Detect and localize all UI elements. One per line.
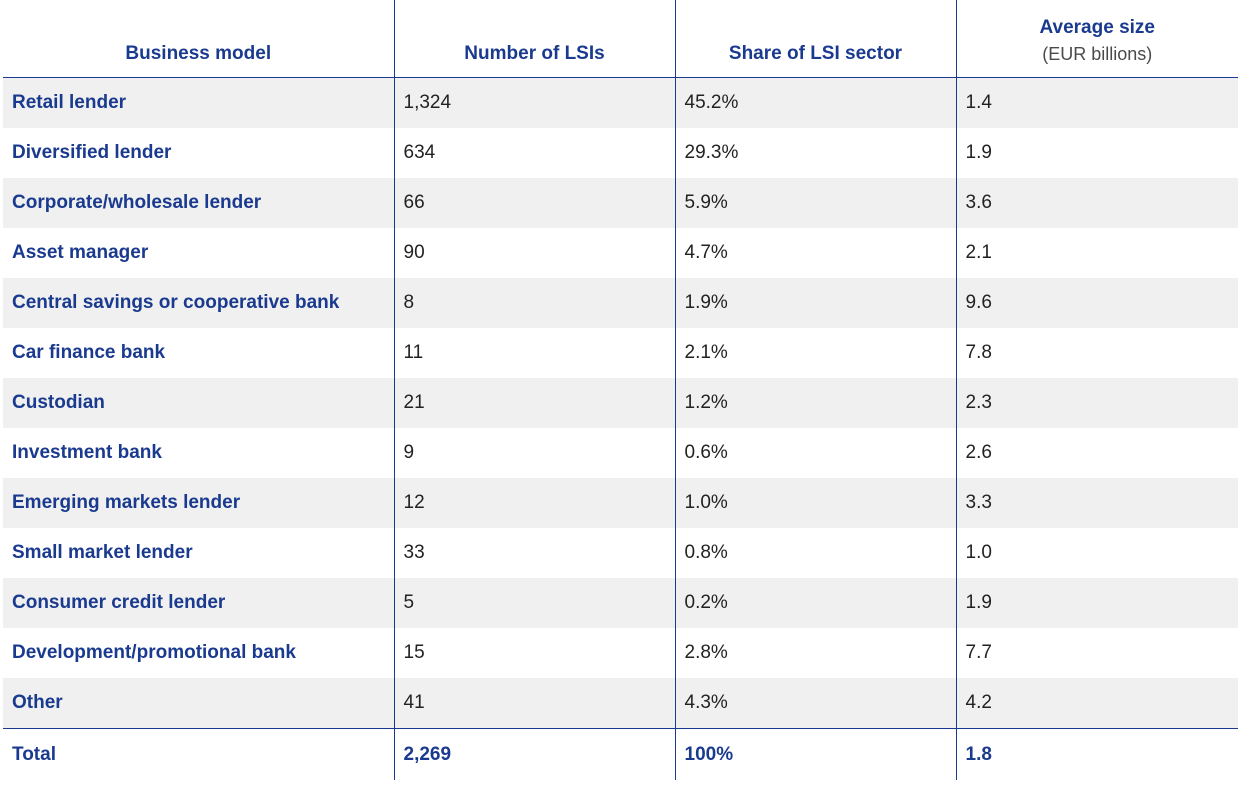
cell-average-size: 1.9 — [955, 578, 1238, 628]
cell-share-of-sector: 0.6% — [674, 428, 956, 478]
table-row: Custodian 21 1.2% 2.3 — [3, 378, 1238, 428]
cell-number-of-lsis: 9 — [393, 428, 675, 478]
header-number-of-lsis: Number of LSIs — [393, 0, 675, 78]
table-row: Central savings or cooperative bank 8 1.9%… — [3, 278, 1238, 328]
table-row: Small market lender 33 0.8% 1.0 — [3, 528, 1238, 578]
cell-average-size: 7.7 — [955, 628, 1238, 678]
cell-business-model: Investment bank — [12, 442, 162, 463]
total-average-size: 1.8 — [955, 728, 1238, 780]
table-body: Retail lender 1,324 45.2% 1.4 Diversified le… — [3, 77, 1238, 729]
cell-share-of-sector: 4.3% — [674, 678, 956, 729]
lsi-business-model-table-container: Business model Number of LSIs Share of L… — [3, 0, 1238, 780]
cell-average-size: 2.1 — [955, 228, 1238, 278]
table-row: Consumer credit lender 5 0.2% 1.9 — [3, 578, 1238, 628]
cell-share-of-sector: 5.9% — [674, 178, 956, 228]
cell-number-of-lsis: 5 — [393, 578, 675, 628]
table-header: Business model Number of LSIs Share of L… — [3, 0, 1238, 78]
cell-average-size: 3.6 — [955, 178, 1238, 228]
table-row: Corporate/wholesale lender 66 5.9% 3.6 — [3, 178, 1238, 228]
cell-average-size: 7.8 — [955, 328, 1238, 378]
cell-business-model: Small market lender — [12, 542, 193, 563]
header-number-label: Number of LSIs — [464, 43, 605, 64]
cell-number-of-lsis: 8 — [393, 278, 675, 328]
lsi-business-model-table: Business model Number of LSIs Share of L… — [3, 0, 1238, 780]
header-row: Business model Number of LSIs Share of L… — [3, 0, 1238, 78]
cell-average-size: 3.3 — [955, 478, 1238, 528]
cell-number-of-lsis: 12 — [393, 478, 675, 528]
cell-business-model: Asset manager — [12, 242, 149, 263]
cell-average-size: 1.9 — [955, 128, 1238, 178]
cell-business-model: Emerging markets lender — [3, 478, 394, 528]
table-footer: Total 2,269 100% 1.8 — [3, 728, 1238, 780]
cell-share-of-sector: 45.2% — [674, 77, 956, 128]
cell-share-of-sector: 4.7% — [674, 228, 956, 278]
table-row: Retail lender 1,324 45.2% 1.4 — [3, 77, 1238, 128]
cell-business-model: Development/promotional bank — [12, 642, 296, 663]
table-row: Investment bank 9 0.6% 2.6 — [3, 428, 1238, 478]
cell-business-model: Consumer credit lender — [3, 578, 394, 628]
header-business-model: Business model — [3, 0, 394, 78]
header-average-size: Average size (EUR billions) — [955, 0, 1238, 78]
header-share-of-sector: Share of LSI sector — [674, 0, 956, 78]
cell-number-of-lsis: 15 — [393, 628, 675, 678]
cell-share-of-sector: 1.2% — [674, 378, 956, 428]
cell-share-of-sector: 1.9% — [674, 278, 956, 328]
cell-business-model: Other — [3, 678, 394, 729]
cell-share-of-sector: 0.8% — [674, 528, 956, 578]
cell-business-model: Custodian — [3, 378, 394, 428]
cell-average-size: 1.0 — [955, 528, 1238, 578]
cell-number-of-lsis: 21 — [393, 378, 675, 428]
cell-average-size: 2.3 — [955, 378, 1238, 428]
header-business-model-label: Business model — [125, 43, 272, 64]
cell-number-of-lsis: 90 — [393, 228, 675, 278]
cell-average-size: 4.2 — [955, 678, 1238, 729]
table-row: Asset manager 90 4.7% 2.1 — [3, 228, 1238, 278]
total-row: Total 2,269 100% 1.8 — [3, 728, 1238, 780]
table-row: Development/promotional bank 15 2.8% 7.7 — [3, 628, 1238, 678]
cell-business-model: Central savings or cooperative bank — [3, 278, 394, 328]
cell-number-of-lsis: 11 — [393, 328, 675, 378]
cell-average-size: 2.6 — [955, 428, 1238, 478]
cell-number-of-lsis: 41 — [393, 678, 675, 729]
total-number: 2,269 — [393, 728, 675, 780]
cell-average-size: 9.6 — [955, 278, 1238, 328]
table-row: Diversified lender 634 29.3% 1.9 — [3, 128, 1238, 178]
cell-share-of-sector: 2.8% — [674, 628, 956, 678]
cell-business-model: Car finance bank — [12, 342, 166, 363]
header-average-size-label: Average size — [1039, 17, 1155, 38]
cell-business-model: Corporate/wholesale lender — [3, 178, 394, 228]
cell-share-of-sector: 29.3% — [674, 128, 956, 178]
cell-number-of-lsis: 634 — [393, 128, 675, 178]
header-share-label: Share of LSI sector — [728, 43, 903, 64]
header-average-size-unit: (EUR billions) — [1042, 44, 1153, 64]
cell-number-of-lsis: 66 — [393, 178, 675, 228]
cell-share-of-sector: 1.0% — [674, 478, 956, 528]
cell-business-model: Retail lender — [3, 77, 394, 128]
cell-average-size: 1.4 — [955, 77, 1238, 128]
cell-share-of-sector: 0.2% — [674, 578, 956, 628]
cell-share-of-sector: 2.1% — [674, 328, 956, 378]
table-row: Other 41 4.3% 4.2 — [3, 678, 1238, 729]
total-label: Total — [3, 728, 394, 780]
table-row: Emerging markets lender 12 1.0% 3.3 — [3, 478, 1238, 528]
cell-business-model: Diversified lender — [12, 142, 172, 163]
table-row: Car finance bank 11 2.1% 7.8 — [3, 328, 1238, 378]
cell-number-of-lsis: 33 — [393, 528, 675, 578]
total-share: 100% — [674, 728, 956, 780]
cell-number-of-lsis: 1,324 — [393, 77, 675, 128]
